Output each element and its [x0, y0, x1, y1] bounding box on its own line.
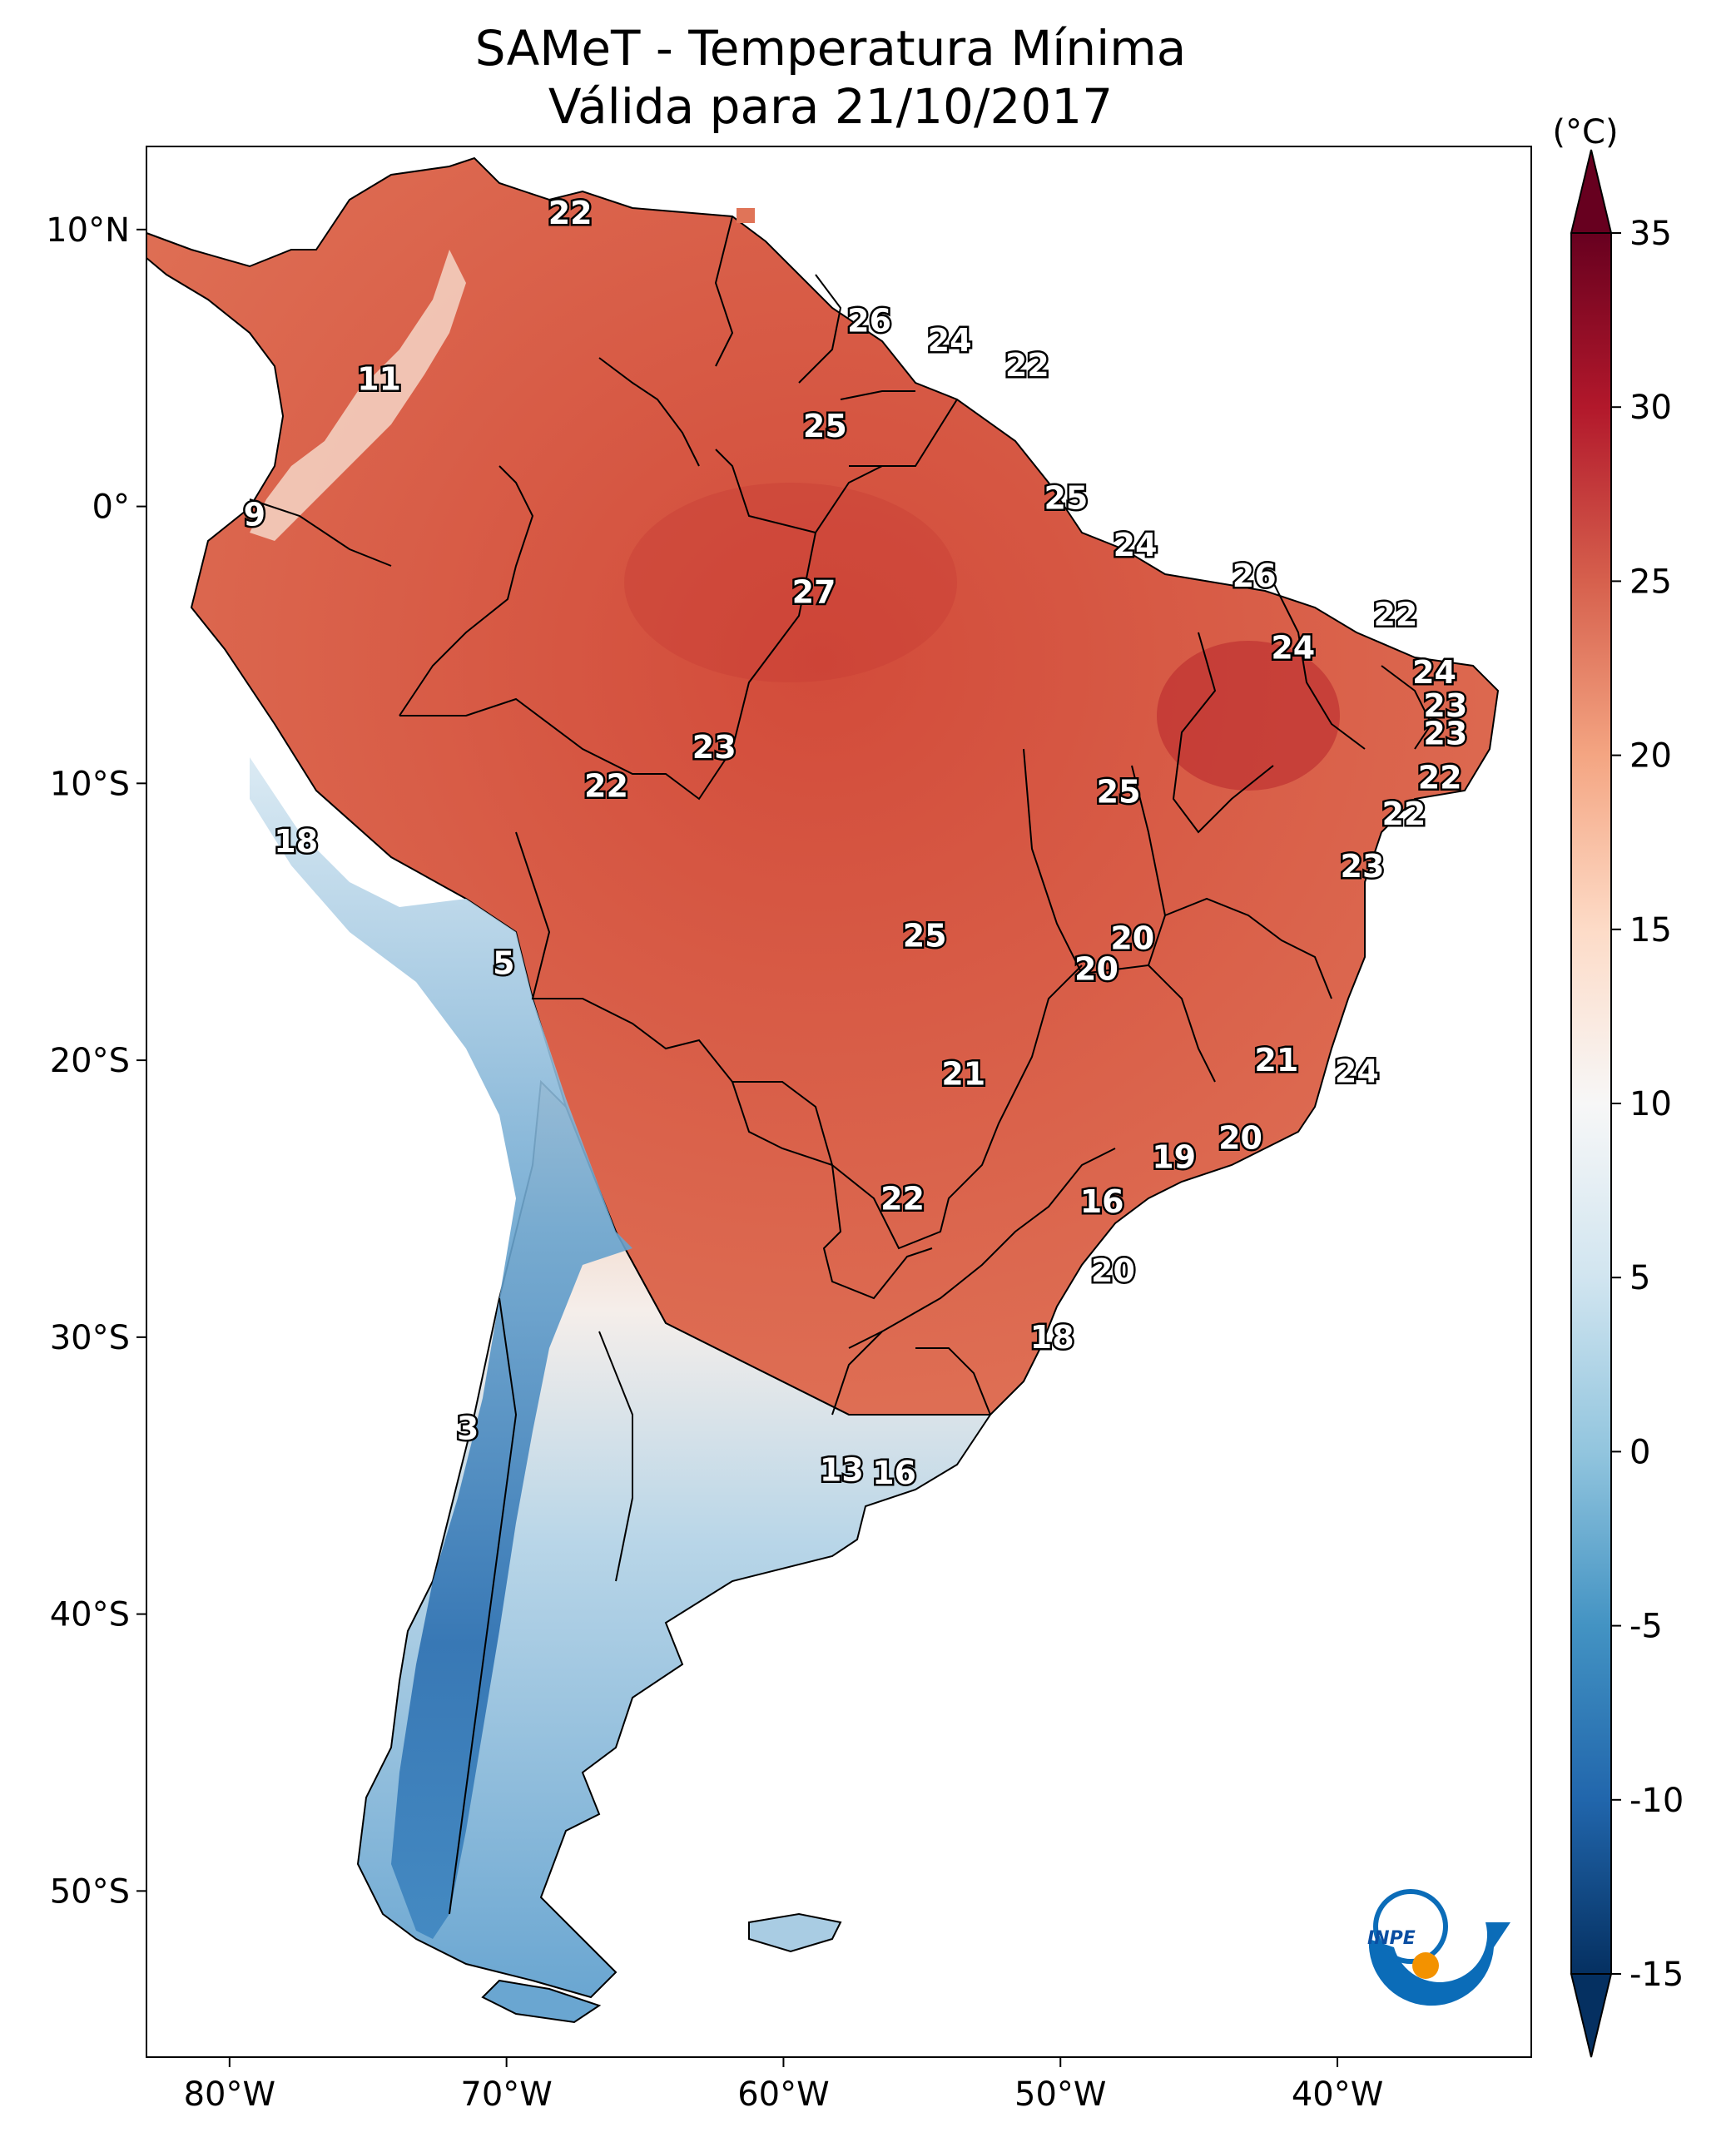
colorbar-bottom-extension [1570, 1973, 1613, 2058]
temperature-label: 22 [1418, 760, 1462, 796]
country-borders [249, 216, 1433, 1915]
temperature-label: 23 [1423, 687, 1467, 724]
lon-tick-label: 80°W [184, 2075, 275, 2114]
colorbar-tick-label: 20 [1629, 737, 1672, 776]
temperature-label: 20 [1091, 1252, 1135, 1289]
temperature-label: 22 [1381, 796, 1426, 832]
temperature-label: 5 [493, 945, 514, 982]
colorbar-tick-label: -15 [1629, 1956, 1684, 1994]
temperature-label: 22 [548, 195, 593, 231]
longitude-axis: 80°W 70°W 60°W 50°W 40°W [184, 2057, 1383, 2114]
map-title-line1: SAMeT - Temperatura Mínima [475, 20, 1187, 77]
lat-tick-label: 20°S [50, 1042, 130, 1080]
logo-text: INPE [1367, 1928, 1416, 1949]
colorbar-ticks: 35 30 25 20 15 10 5 0 -5 -10 -15 [1611, 215, 1684, 1994]
temperature-label: 26 [1233, 558, 1277, 594]
lat-tick-label: 10°N [46, 211, 130, 250]
temperature-label: 19 [1152, 1139, 1196, 1176]
temperature-label: 21 [1254, 1042, 1298, 1078]
temperature-label: 25 [1097, 773, 1141, 810]
temperature-label: 18 [1030, 1319, 1074, 1356]
temperature-label: 23 [1423, 715, 1467, 751]
temperature-label: 24 [1412, 654, 1456, 691]
lon-tick-label: 50°W [1014, 2075, 1106, 2114]
falkland-islands [748, 1912, 842, 1953]
logo-swoosh [1368, 1922, 1510, 2006]
andes-cold-band [250, 757, 632, 1939]
temperature-label: 20 [1074, 950, 1118, 987]
temperature-label: 24 [1271, 629, 1315, 666]
temperature-label: 22 [584, 768, 628, 805]
temperature-label: 22 [1005, 347, 1049, 384]
colorbar-tick-label: 10 [1629, 1085, 1672, 1123]
temperature-label: 21 [941, 1056, 985, 1093]
temperature-label: 11 [357, 361, 401, 398]
colorbar-unit-label: (°C) [1552, 113, 1618, 151]
colorbar-tick-label: -10 [1629, 1782, 1684, 1820]
temperature-label: 26 [847, 303, 891, 340]
colorbar-tick-label: -5 [1629, 1608, 1663, 1646]
temperature-label: 20 [1218, 1119, 1262, 1156]
colorbar-tick-label: 30 [1629, 389, 1672, 427]
temperature-label: 23 [692, 729, 737, 766]
temperature-label: 18 [274, 823, 318, 860]
temperature-label: 3 [457, 1411, 479, 1447]
temperature-label: 22 [1373, 596, 1417, 632]
temperature-label: 27 [792, 574, 836, 611]
temperature-label: 22 [880, 1180, 925, 1217]
colorbar-tick-label: 0 [1629, 1433, 1650, 1471]
colorbar: (°C) 35 30 25 20 15 10 5 0 -5 -10 -15 [1552, 113, 1684, 2058]
map-frame [146, 146, 1532, 2058]
colorbar-tick-label: 25 [1629, 563, 1672, 601]
lat-tick-label: 50°S [50, 1872, 130, 1911]
lat-tick-label: 40°S [50, 1596, 130, 1634]
logo-sun [1412, 1952, 1439, 1979]
latitude-axis: 10°N 0° 10°S 20°S 30°S 40°S 50°S [46, 211, 146, 1911]
temperature-label: 9 [244, 497, 265, 533]
temperature-label: 25 [803, 408, 847, 444]
warm-core-amazon [624, 483, 957, 682]
continent-north [146, 156, 1500, 1416]
lon-tick-label: 60°W [737, 2075, 829, 2114]
temperature-label: 16 [1080, 1183, 1124, 1220]
colorbar-top-extension [1570, 149, 1613, 234]
map-title-line2: Válida para 21/10/2017 [548, 78, 1113, 135]
lat-tick-label: 10°S [50, 765, 130, 803]
colorbar-tick-label: 35 [1629, 215, 1672, 253]
colorbar-body [1570, 232, 1612, 1975]
caribbean-island [737, 208, 755, 223]
lat-tick-label: 0° [92, 488, 130, 527]
colorbar-tick-label: 5 [1629, 1259, 1650, 1297]
temperature-label: 24 [1335, 1053, 1379, 1089]
colombia-highlands [250, 250, 466, 541]
lon-tick-label: 70°W [460, 2075, 552, 2114]
temperature-label: 23 [1341, 848, 1385, 885]
temperature-label: 24 [928, 322, 972, 359]
lat-tick-label: 30°S [50, 1319, 130, 1357]
temperature-label: 20 [1110, 920, 1154, 957]
logo-ring [1373, 1889, 1448, 1964]
tierra-del-fuego [481, 1979, 602, 2024]
inpe-logo: INPE [1367, 1889, 1510, 2006]
temperature-label: 25 [903, 917, 947, 954]
lon-tick-label: 40°W [1292, 2075, 1383, 2114]
temperature-label: 16 [872, 1455, 916, 1491]
warm-core-northeast [1157, 641, 1340, 791]
colorbar-tick-label: 15 [1629, 911, 1672, 950]
temperature-label: 25 [1044, 480, 1088, 517]
temperature-label: 13 [820, 1452, 864, 1489]
temperature-label: 24 [1114, 527, 1158, 563]
